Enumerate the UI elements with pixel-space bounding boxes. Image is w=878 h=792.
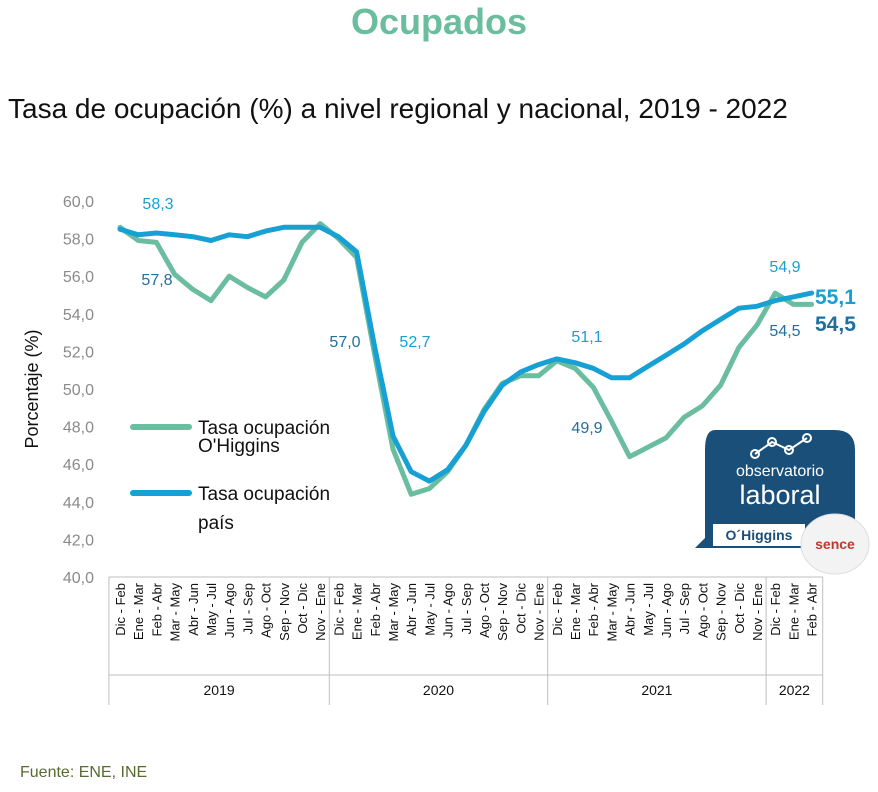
x-tick-label: Ene - Mar: [131, 582, 146, 640]
data-label: 55,1: [815, 286, 856, 309]
x-tick-label: Jun - Ago: [441, 583, 456, 638]
year-label: 2020: [423, 682, 454, 698]
x-tick-label: Oct - Dic: [513, 583, 528, 634]
x-tick-label: Jul - Sep: [240, 583, 255, 634]
legend-label: O'Higgins: [198, 436, 280, 457]
x-tick-label: Feb - Abr: [586, 582, 601, 636]
data-label: 54,9: [769, 259, 800, 276]
data-label: 51,1: [571, 329, 602, 346]
data-label: 58,3: [142, 196, 173, 213]
year-label: 2022: [779, 682, 810, 698]
y-tick-label: 56,0: [63, 269, 94, 286]
x-tick-label: Sep - Nov: [714, 583, 729, 641]
data-label: 52,7: [399, 334, 430, 351]
y-tick-label: 42,0: [63, 532, 94, 549]
x-tick-label: Mar - May: [604, 583, 619, 642]
x-tick-label: Oct - Dic: [732, 583, 747, 634]
x-tick-label: Mar - May: [168, 583, 183, 642]
x-tick-label: Nov - Ene: [750, 583, 765, 641]
x-tick-label: Nov - Ene: [532, 583, 547, 641]
data-label: 54,5: [769, 323, 800, 340]
x-tick-label: Ago - Oct: [695, 583, 710, 638]
svg-text:laboral: laboral: [739, 480, 820, 510]
x-tick-label: Dic - Feb: [550, 583, 565, 636]
x-tick-label: Mar - May: [386, 583, 401, 642]
x-tick-label: Feb - Abr: [805, 582, 820, 636]
source-note: Fuente: ENE, INE: [20, 764, 148, 781]
year-label: 2019: [204, 682, 235, 698]
svg-text:sence: sence: [815, 536, 855, 552]
x-tick-label: Ago - Oct: [259, 583, 274, 638]
x-tick-label: Dic - Feb: [113, 583, 128, 636]
y-tick-label: 46,0: [63, 457, 94, 474]
x-tick-label: Ene - Mar: [568, 582, 583, 640]
data-label: 57,8: [141, 272, 172, 289]
data-label: 57,0: [329, 334, 360, 351]
x-tick-label: Dic - Feb: [768, 583, 783, 636]
y-axis-label: Porcentaje (%): [22, 329, 42, 448]
x-tick-label: May - Jul: [422, 583, 437, 636]
x-tick-label: Sep - Nov: [277, 583, 292, 641]
y-tick-label: 40,0: [63, 570, 94, 587]
x-tick-label: May - Jul: [204, 583, 219, 636]
y-tick-label: 44,0: [63, 495, 94, 512]
x-tick-label: Ago - Oct: [477, 583, 492, 638]
data-label: 54,5: [815, 313, 856, 336]
x-tick-label: Ene - Mar: [786, 582, 801, 640]
x-tick-label: Sep - Nov: [495, 583, 510, 641]
x-tick-label: Jul - Sep: [677, 583, 692, 634]
legend-label: país: [198, 513, 234, 534]
x-tick-label: Abr - Jun: [623, 583, 638, 636]
y-tick-label: 52,0: [63, 344, 94, 361]
x-tick-label: Oct - Dic: [295, 583, 310, 634]
legend-label: Tasa ocupación: [198, 418, 330, 439]
svg-text:observatorio: observatorio: [736, 463, 824, 480]
year-label: 2021: [641, 682, 672, 698]
x-tick-label: May - Jul: [641, 583, 656, 636]
svg-text:O´Higgins: O´Higgins: [726, 527, 793, 543]
y-tick-label: 48,0: [63, 420, 94, 437]
x-tick-label: Abr - Jun: [186, 583, 201, 636]
series-line-pais: [117, 224, 815, 484]
y-tick-label: 54,0: [63, 307, 94, 324]
x-tick-label: Nov - Ene: [313, 583, 328, 641]
x-tick-label: Jul - Sep: [459, 583, 474, 634]
x-tick-label: Dic - Feb: [331, 583, 346, 636]
data-label: 49,9: [571, 420, 602, 437]
x-tick-label: Feb - Abr: [149, 582, 164, 636]
y-tick-label: 60,0: [63, 194, 94, 211]
legend-label: Tasa ocupación: [198, 484, 330, 505]
x-tick-label: Abr - Jun: [404, 583, 419, 636]
x-tick-label: Jun - Ago: [222, 583, 237, 638]
x-tick-label: Ene - Mar: [350, 582, 365, 640]
y-tick-label: 50,0: [63, 382, 94, 399]
chart-title: Tasa de ocupación (%) a nivel regional y…: [8, 93, 788, 124]
observatorio-laboral-logo: observatorio laboral O´Higgins sence: [695, 430, 870, 575]
x-tick-label: Jun - Ago: [659, 583, 674, 638]
x-tick-label: Feb - Abr: [368, 582, 383, 636]
y-tick-label: 58,0: [63, 232, 94, 249]
page-heading: Ocupados: [350, 1, 528, 42]
